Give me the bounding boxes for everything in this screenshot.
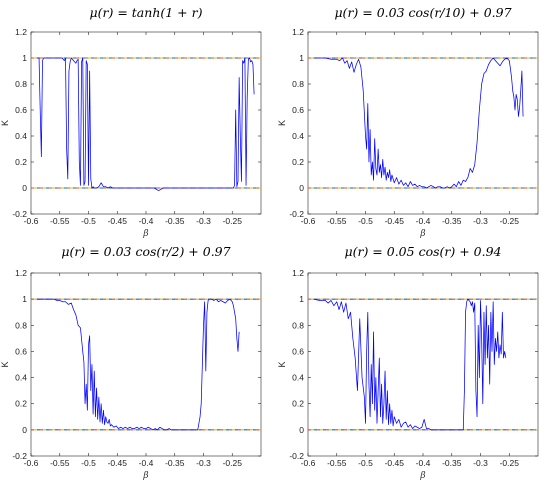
x-tick-label: -0.6 <box>301 458 316 468</box>
x-tick-label: -0.5 <box>358 216 373 226</box>
chart-title: μ(r) = 0.03 cos(r/2) + 0.97 <box>61 244 230 259</box>
x-tick-label: -0.25 <box>223 216 243 226</box>
y-tick-label: -0.2 <box>289 209 304 219</box>
y-tick-label: 0.8 <box>15 320 27 330</box>
y-tick-label: 1 <box>299 53 304 63</box>
y-tick-label: 0.6 <box>292 346 304 356</box>
data-series-line <box>36 298 240 431</box>
x-tick-label: -0.5 <box>81 458 96 468</box>
x-tick-label: -0.45 <box>108 216 128 226</box>
x-tick-label: -0.55 <box>50 458 70 468</box>
y-tick-label: 1 <box>22 53 27 63</box>
x-tick-label: -0.45 <box>108 458 128 468</box>
x-tick-label: -0.4 <box>139 216 154 226</box>
x-tick-label: -0.35 <box>442 458 462 468</box>
x-tick-label: -0.55 <box>50 216 70 226</box>
x-tick-label: -0.5 <box>358 458 373 468</box>
chart-panel-4: μ(r) = 0.05 cos(r) + 0.94 -0.6 -0.55 -0.5 -0… <box>277 244 539 481</box>
y-tick-label: 0.6 <box>292 105 304 115</box>
plot-area <box>30 31 262 215</box>
y-tick-label: 0 <box>299 183 304 193</box>
y-tick-label: -0.2 <box>289 451 304 461</box>
y-tick-label: 1.2 <box>292 268 304 278</box>
x-tick-label: -0.55 <box>327 458 347 468</box>
y-tick-label: 0.8 <box>292 79 304 89</box>
y-tick-label: 0.4 <box>292 373 304 383</box>
chart-panel-3: μ(r) = 0.03 cos(r/2) + 0.97 -0.6 -0.55 -0.5… <box>0 244 262 481</box>
y-tick-label: 0.4 <box>292 131 304 141</box>
x-axis-label: β <box>419 229 425 239</box>
y-tick-label: 0 <box>299 425 304 435</box>
x-tick-label: -0.35 <box>165 458 185 468</box>
x-tick-label: -0.25 <box>500 216 520 226</box>
x-tick-label: -0.35 <box>165 216 185 226</box>
y-tick-label: 0 <box>22 183 27 193</box>
x-tick-label: -0.3 <box>473 216 488 226</box>
y-tick-label: 0.2 <box>15 157 27 167</box>
y-axis-label: K <box>277 361 287 367</box>
data-series-line <box>313 298 507 431</box>
y-tick-label: 0.6 <box>15 105 27 115</box>
y-tick-label: 0.2 <box>15 399 27 409</box>
y-tick-label: 0.4 <box>15 131 27 141</box>
y-tick-label: 1.2 <box>292 27 304 37</box>
y-tick-label: 1.2 <box>15 27 27 37</box>
chart-title: μ(r) = tanh(1 + r) <box>90 5 203 20</box>
y-tick-label: 0.8 <box>15 79 27 89</box>
chart-title: μ(r) = 0.05 cos(r) + 0.94 <box>344 244 501 259</box>
y-tick-label: 0.2 <box>292 399 304 409</box>
x-tick-label: -0.25 <box>223 458 243 468</box>
y-axis-label: K <box>277 120 287 126</box>
x-tick-label: -0.55 <box>327 216 347 226</box>
chart-panel-1: μ(r) = tanh(1 + r) -0.6 -0.55 -0.5 -0.45 -0.4… <box>0 5 262 239</box>
plot-area <box>307 31 539 215</box>
x-tick-label: -0.3 <box>473 458 488 468</box>
x-tick-label: -0.3 <box>196 216 211 226</box>
x-tick-label: -0.45 <box>385 216 405 226</box>
x-axis-label: β <box>142 471 148 481</box>
y-tick-label: 1 <box>22 294 27 304</box>
chart-title: μ(r) = 0.03 cos(r/10) + 0.97 <box>334 5 511 20</box>
x-tick-label: -0.4 <box>139 458 154 468</box>
y-tick-label: 0 <box>22 425 27 435</box>
x-tick-label: -0.6 <box>24 458 39 468</box>
x-tick-label: -0.4 <box>416 216 431 226</box>
y-tick-label: -0.2 <box>12 209 27 219</box>
y-tick-label: 1 <box>299 294 304 304</box>
panels: μ(r) = tanh(1 + r) -0.6 -0.55 -0.5 -0.45 -0.4… <box>0 5 539 481</box>
x-tick-label: -0.6 <box>24 216 39 226</box>
y-tick-label: -0.2 <box>12 451 27 461</box>
x-axis-label: β <box>419 471 425 481</box>
data-series-line <box>313 57 524 189</box>
x-tick-label: -0.3 <box>196 458 211 468</box>
y-tick-label: 0.2 <box>292 157 304 167</box>
x-tick-label: -0.4 <box>416 458 431 468</box>
data-series-line <box>36 57 255 191</box>
y-tick-label: 0.4 <box>15 373 27 383</box>
y-tick-label: 0.6 <box>15 346 27 356</box>
x-tick-label: -0.6 <box>301 216 316 226</box>
y-axis-label: K <box>0 361 10 367</box>
x-tick-label: -0.5 <box>81 216 96 226</box>
x-axis-label: β <box>142 229 148 239</box>
x-tick-label: -0.25 <box>500 458 520 468</box>
y-tick-label: 1.2 <box>15 268 27 278</box>
x-tick-label: -0.35 <box>442 216 462 226</box>
y-tick-label: 0.8 <box>292 320 304 330</box>
x-tick-label: -0.45 <box>385 458 405 468</box>
plot-area <box>307 272 539 457</box>
y-axis-label: K <box>0 120 10 126</box>
chart-panel-2: μ(r) = 0.03 cos(r/10) + 0.97 -0.6 -0.55 -0.… <box>277 5 539 239</box>
